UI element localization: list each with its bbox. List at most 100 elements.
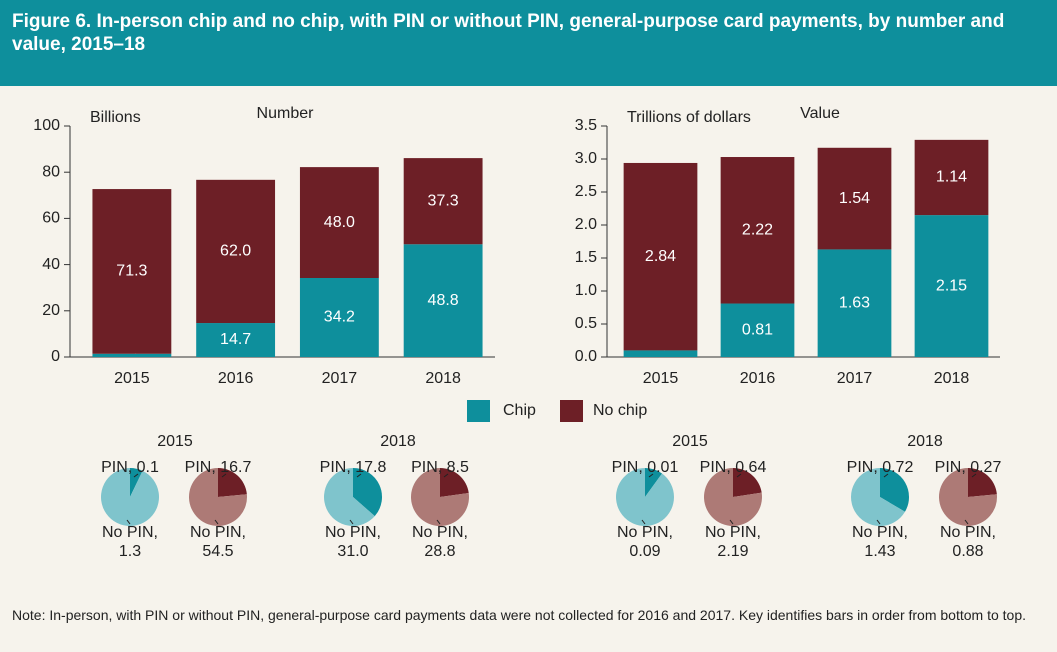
figure-title: Figure 6. In-person chip and no chip, wi… (12, 11, 1005, 55)
pie-label: PIN, 16.7 (185, 459, 252, 476)
pie-slice (733, 468, 762, 497)
bar-segment (623, 350, 698, 357)
label-leader (876, 519, 881, 525)
bar-segment (299, 277, 379, 357)
pie-slice (189, 468, 248, 527)
pie-title: 2018 (380, 433, 416, 450)
pie-title: 2015 (157, 433, 193, 450)
value-label: 34.2 (324, 309, 355, 326)
pie-slice (616, 468, 674, 527)
x-tick-label: 2018 (425, 370, 461, 387)
y-tick-label: 2.0 (575, 216, 597, 233)
label-leader (736, 473, 742, 478)
y-axis-label: Trillions of dollars (627, 109, 751, 126)
pie-slice (411, 468, 469, 526)
pie-label: No PIN, 1.3 (102, 524, 158, 560)
label-leader (436, 519, 441, 525)
pie-label: No PIN, 1.43 (852, 524, 908, 560)
note: Note: In-person, with PIN or without PIN… (12, 607, 1026, 623)
pie-slice (323, 468, 375, 526)
pie-title: 2015 (672, 433, 708, 450)
value-label: 48.0 (324, 214, 355, 231)
pie-label: PIN, 0.72 (847, 459, 914, 476)
bar-segment (92, 189, 172, 354)
bar-segment (720, 157, 795, 304)
label-leader (641, 519, 646, 525)
bar-segment (817, 147, 892, 250)
value-label: 2.15 (936, 277, 967, 294)
legend-label: Chip (503, 402, 536, 419)
value-label: 37.3 (428, 192, 459, 209)
y-tick-label: 80 (42, 163, 60, 180)
pie-label: No PIN, 31.0 (325, 524, 381, 560)
y-tick-label: 0.5 (575, 315, 597, 332)
y-tick-label: 60 (42, 210, 60, 227)
label-leader (443, 473, 449, 478)
y-axis-label: Billions (90, 109, 141, 126)
bar-segment (914, 215, 989, 357)
pie-slice (645, 468, 663, 497)
chart-title: Number (257, 105, 315, 122)
x-tick-label: 2018 (934, 370, 970, 387)
pie-label: PIN, 0.64 (700, 459, 767, 476)
pie-title: 2018 (907, 433, 943, 450)
pie-label: PIN, 0.1 (101, 459, 159, 476)
x-tick-label: 2015 (114, 370, 150, 387)
bar-segment (403, 244, 483, 357)
legend-swatch (467, 400, 490, 422)
value-label: 0.81 (742, 321, 773, 338)
pie-slice (218, 468, 247, 497)
bar-segment (92, 353, 172, 357)
x-tick-label: 2017 (322, 370, 358, 387)
bar-segment (196, 323, 276, 357)
pie-slice (130, 468, 143, 497)
value-label: 1.63 (839, 294, 870, 311)
pie-label: No PIN, 0.88 (940, 524, 996, 560)
pie-label: PIN, 0.01 (612, 459, 679, 476)
value-label: 71.3 (116, 263, 147, 280)
label-leader (964, 519, 969, 525)
pie-slice (703, 468, 762, 526)
y-tick-label: 100 (33, 117, 60, 134)
pie-label: PIN, 17.8 (320, 459, 387, 476)
value-label: 2.84 (645, 248, 676, 265)
legend-label: No chip (593, 402, 647, 419)
bar-segment (196, 179, 276, 324)
pie-label: PIN, 8.5 (411, 459, 469, 476)
x-tick-label: 2016 (740, 370, 776, 387)
chart-title: Value (800, 105, 840, 122)
pie-slice (939, 468, 997, 526)
pie-slice (353, 468, 382, 517)
pie-slice (850, 468, 905, 526)
y-tick-label: 3.0 (575, 150, 597, 167)
pie-label: No PIN, 54.5 (190, 524, 246, 560)
label-leader (133, 473, 139, 478)
y-tick-label: 1.5 (575, 249, 597, 266)
value-label: 62.0 (220, 243, 251, 260)
pie-label: No PIN, 28.8 (412, 524, 468, 560)
value-label: 14.7 (220, 331, 251, 348)
label-leader (126, 519, 131, 525)
pie-label: No PIN, 0.09 (617, 524, 673, 560)
y-tick-label: 0 (51, 348, 60, 365)
y-tick-label: 0.0 (575, 348, 597, 365)
value-label: 1.14 (936, 169, 967, 186)
y-tick-label: 2.5 (575, 183, 597, 200)
label-leader (971, 473, 977, 478)
label-leader (221, 473, 227, 478)
x-tick-label: 2017 (837, 370, 873, 387)
bar-segment (720, 303, 795, 357)
pie-slice (880, 468, 909, 512)
y-tick-label: 3.5 (575, 117, 597, 134)
label-leader (648, 473, 654, 478)
bar-segment (817, 249, 892, 357)
bar-segment (914, 139, 989, 216)
pie-label: No PIN, 2.19 (705, 524, 761, 560)
bar-segment (299, 167, 379, 278)
pie-slice (968, 468, 997, 497)
y-tick-label: 40 (42, 256, 60, 273)
y-tick-label: 20 (42, 302, 60, 319)
pie-slice (440, 468, 469, 497)
bar-segment (623, 162, 698, 351)
